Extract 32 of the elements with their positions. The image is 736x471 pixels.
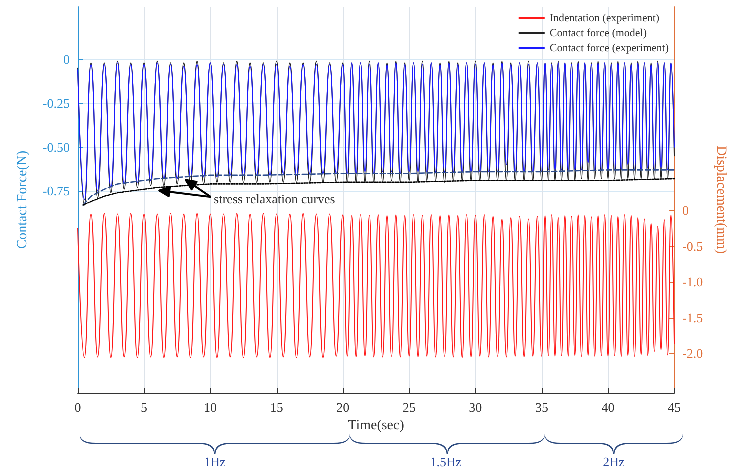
x-tick-label: 10 bbox=[204, 400, 218, 415]
legend-label: Indentation (experiment) bbox=[550, 12, 660, 24]
legend-label: Contact force (model) bbox=[550, 28, 648, 40]
x-tick-label: 5 bbox=[141, 400, 148, 415]
y2-tick-label: -1.0 bbox=[682, 274, 704, 290]
y2-tick-label: 0 bbox=[682, 203, 690, 218]
x-tick-label: 30 bbox=[469, 400, 482, 415]
text: 2Hz bbox=[603, 454, 626, 470]
x-tick-label: 45 bbox=[668, 400, 682, 415]
line-series bbox=[82, 170, 676, 206]
y2-tick-label: -0.5 bbox=[682, 238, 704, 254]
y2-tick-label: -2.0 bbox=[682, 346, 704, 362]
y-axis-title: Contact Force(N) bbox=[16, 150, 30, 250]
text: 1.5Hz bbox=[430, 454, 462, 470]
x-tick-label: 40 bbox=[602, 400, 615, 415]
y2-axis-title: Displacement(mm) bbox=[714, 146, 728, 254]
y2-tick-label: -1.5 bbox=[682, 310, 704, 326]
x-axis-title: Time(sec) bbox=[348, 418, 405, 434]
legend-label: Contact force (experiment) bbox=[550, 42, 670, 54]
x-tick-label: 0 bbox=[74, 400, 82, 415]
y-tick-label: 0 bbox=[64, 52, 70, 68]
x-tick-label: 20 bbox=[336, 400, 350, 415]
text: 1Hz bbox=[204, 454, 226, 470]
annotation: stress relaxation curves bbox=[214, 192, 336, 207]
y-tick-label: -0.25 bbox=[42, 96, 70, 111]
y-tick-label: -0.75 bbox=[42, 184, 70, 199]
line-series bbox=[82, 178, 676, 206]
line-series bbox=[78, 213, 676, 358]
x-tick-label: 15 bbox=[270, 400, 284, 415]
x-tick-label: 35 bbox=[535, 400, 548, 415]
y-tick-label: -0.50 bbox=[42, 140, 70, 155]
x-tick-label: 25 bbox=[402, 400, 416, 415]
